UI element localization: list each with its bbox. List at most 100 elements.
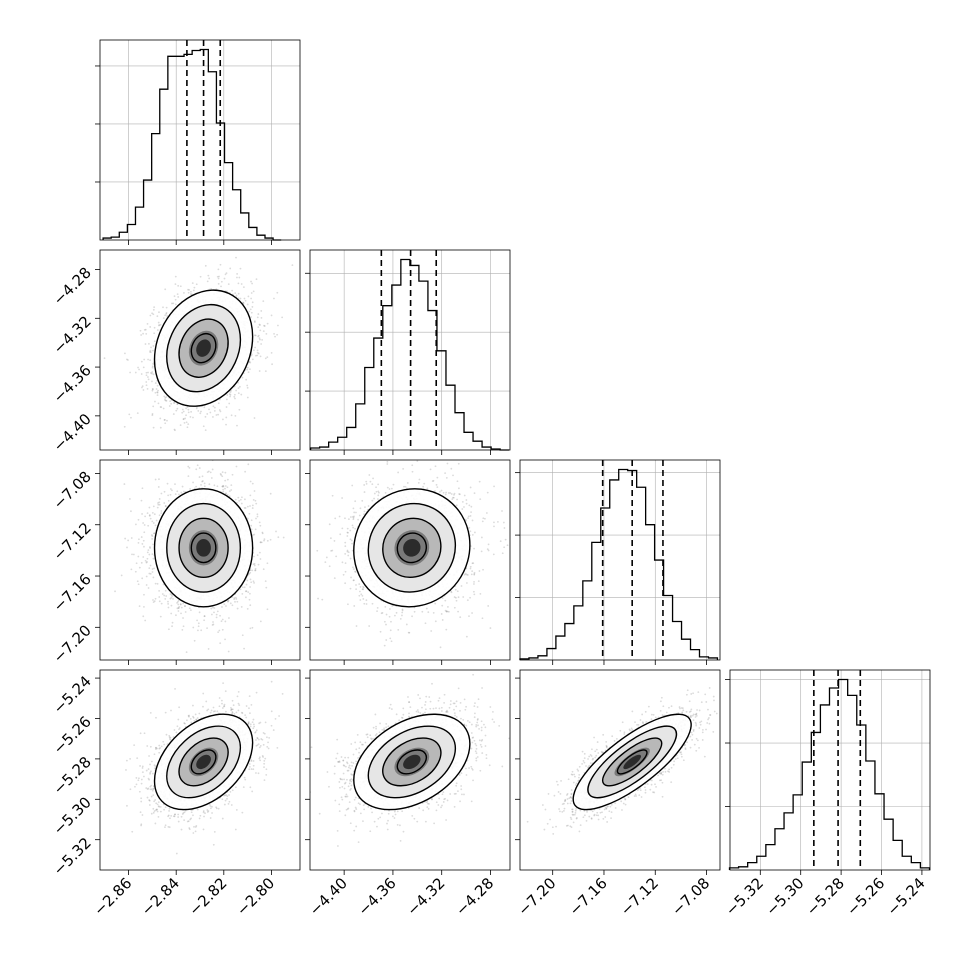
sample-point (249, 361, 252, 364)
sample-point (158, 498, 161, 500)
sample-point (140, 360, 143, 363)
sample-point (241, 586, 244, 589)
sample-point (245, 583, 248, 586)
scatter-panel-2-0 (114, 460, 285, 654)
sample-point (152, 362, 154, 365)
sample-point (173, 295, 176, 298)
sample-point (249, 308, 252, 311)
sample-point (159, 323, 162, 326)
sample-point (230, 414, 233, 417)
axes-frame (519, 459, 721, 661)
sample-point (169, 488, 172, 490)
y-tick-label: −4.28 (50, 264, 95, 309)
sample-point (137, 555, 140, 558)
sample-point (221, 485, 224, 488)
sample-point (243, 647, 245, 650)
sample-point (266, 356, 269, 358)
sample-point (217, 282, 220, 285)
sample-point (239, 267, 242, 270)
sample-point (142, 389, 145, 391)
sample-point (166, 315, 169, 317)
sample-point (156, 329, 159, 331)
sample-point (224, 471, 227, 474)
sample-point (222, 488, 225, 491)
sample-point (151, 414, 154, 417)
sample-point (174, 275, 177, 278)
sample-point (197, 622, 200, 625)
y-tick-label: −4.36 (50, 361, 95, 406)
sample-point (234, 414, 237, 417)
sample-point (229, 267, 232, 270)
sample-point (259, 355, 262, 358)
sample-point (153, 567, 156, 570)
sample-point (242, 301, 245, 304)
sample-point (241, 376, 244, 379)
sample-point (164, 397, 167, 399)
sample-point (233, 598, 236, 601)
contour (178, 318, 229, 378)
sample-point (165, 476, 167, 478)
sample-point (274, 335, 276, 338)
sample-point (198, 467, 201, 469)
sample-point (152, 601, 155, 604)
sample-point (227, 283, 230, 286)
sample-point (198, 476, 201, 478)
sample-point (179, 285, 182, 288)
sample-point (178, 605, 181, 608)
sample-point (120, 574, 123, 577)
sample-point (143, 328, 146, 331)
sample-point (252, 580, 255, 583)
sample-point (213, 406, 216, 409)
sample-point (150, 346, 152, 349)
sample-point (169, 597, 172, 600)
sample-point (141, 487, 144, 490)
axes-frame (729, 669, 931, 871)
sample-point (264, 580, 267, 583)
sample-point (261, 338, 264, 341)
sample-point (245, 378, 248, 381)
sample-point (254, 567, 257, 570)
sample-point (253, 555, 255, 558)
scatter-panel-1-0 (103, 256, 294, 478)
sample-point (237, 292, 240, 295)
sample-point (176, 601, 178, 604)
sample-point (217, 413, 220, 416)
sample-point (212, 606, 214, 609)
sample-point (153, 306, 156, 309)
sample-point (223, 277, 226, 280)
sample-point (221, 606, 223, 608)
sample-point (147, 378, 150, 381)
sample-point (156, 391, 159, 394)
sample-point (259, 558, 262, 560)
sample-point (252, 498, 255, 501)
sample-point (103, 357, 106, 360)
sample-point (146, 551, 149, 554)
sample-point (127, 359, 129, 361)
sample-point (145, 371, 148, 374)
sample-point (144, 343, 147, 345)
sample-point (234, 600, 236, 603)
sample-point (281, 316, 284, 319)
sample-point (144, 559, 147, 562)
sample-point (206, 471, 209, 474)
sample-point (146, 512, 149, 515)
contour (166, 303, 242, 393)
sample-point (163, 490, 166, 493)
sample-point (189, 609, 192, 612)
sample-point (152, 345, 155, 347)
sample-point (146, 322, 149, 325)
sample-point (250, 292, 253, 294)
sample-point (226, 394, 229, 396)
sample-point (217, 268, 220, 271)
sample-point (188, 288, 191, 291)
sample-point (131, 553, 133, 556)
sample-point (253, 349, 255, 352)
sample-point (217, 631, 220, 634)
sample-point (140, 561, 143, 564)
sample-point (277, 536, 280, 539)
sample-point (138, 538, 140, 541)
sample-point (177, 600, 179, 603)
sample-point (152, 557, 155, 560)
sample-point (170, 402, 173, 405)
sample-point (251, 358, 254, 361)
